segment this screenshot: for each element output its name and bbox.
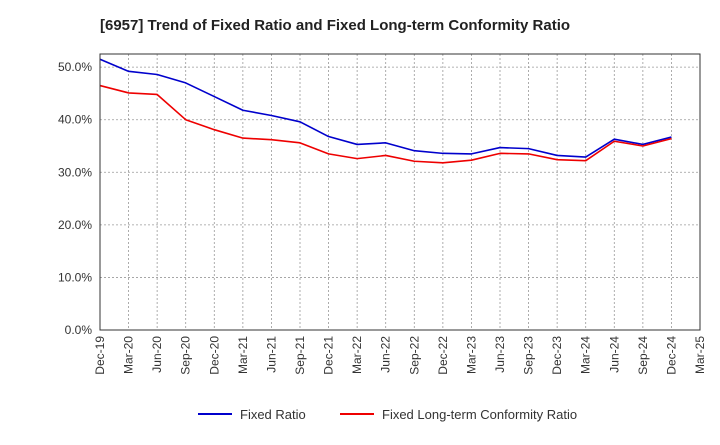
x-tick-label: Dec-23 (550, 336, 564, 375)
y-tick-label: 50.0% (58, 60, 92, 74)
x-tick-label: Mar-22 (350, 336, 364, 374)
plot-area (100, 54, 700, 330)
series-line-fixed-long-term-conformity-ratio (99, 84, 672, 164)
x-tick-label: Sep-20 (179, 336, 193, 375)
x-tick-label: Sep-24 (636, 336, 650, 375)
x-tick-label: Mar-23 (464, 336, 478, 374)
plot-border (99, 53, 701, 331)
x-tick-label: Jun-23 (493, 336, 507, 373)
x-tick-label: Sep-22 (407, 336, 421, 375)
y-tick-label: 30.0% (58, 165, 92, 179)
x-tick-label: Mar-24 (579, 336, 593, 374)
legend-label: Fixed Long-term Conformity Ratio (382, 407, 577, 422)
x-tick-label: Mar-25 (693, 336, 707, 374)
grid (100, 54, 700, 330)
x-tick-label: Mar-21 (236, 336, 250, 374)
series-line-fixed-ratio (99, 58, 672, 158)
chart-title: [6957] Trend of Fixed Ratio and Fixed Lo… (100, 17, 570, 34)
y-tick-label: 0.0% (65, 323, 93, 337)
x-tick-label: Dec-20 (207, 336, 221, 375)
x-tick-label: Sep-21 (293, 336, 307, 375)
x-tick-label: Dec-21 (322, 336, 336, 375)
x-tick-label: Jun-24 (607, 336, 621, 373)
series-lines (99, 58, 672, 164)
x-tick-label: Dec-19 (93, 336, 107, 375)
y-tick-label: 20.0% (58, 218, 92, 232)
y-tick-label: 40.0% (58, 113, 92, 127)
y-tick-label: 10.0% (58, 270, 92, 284)
legend-label: Fixed Ratio (240, 407, 306, 422)
x-tick-label: Dec-22 (436, 336, 450, 375)
axes: 0.0% 10.0% 20.0% 30.0% 40.0% 50.0% Dec-19 Mar-2… (58, 53, 707, 375)
x-tick-label: Mar-20 (122, 336, 136, 374)
x-tick-label: Dec-24 (664, 336, 678, 375)
x-tick-label: Jun-22 (379, 336, 393, 373)
x-tick-label: Sep-23 (522, 336, 536, 375)
x-tick-label: Jun-20 (150, 336, 164, 373)
x-tick-label: Jun-21 (264, 336, 278, 373)
legend: Fixed Ratio Fixed Long-term Conformity Ra… (198, 407, 577, 422)
